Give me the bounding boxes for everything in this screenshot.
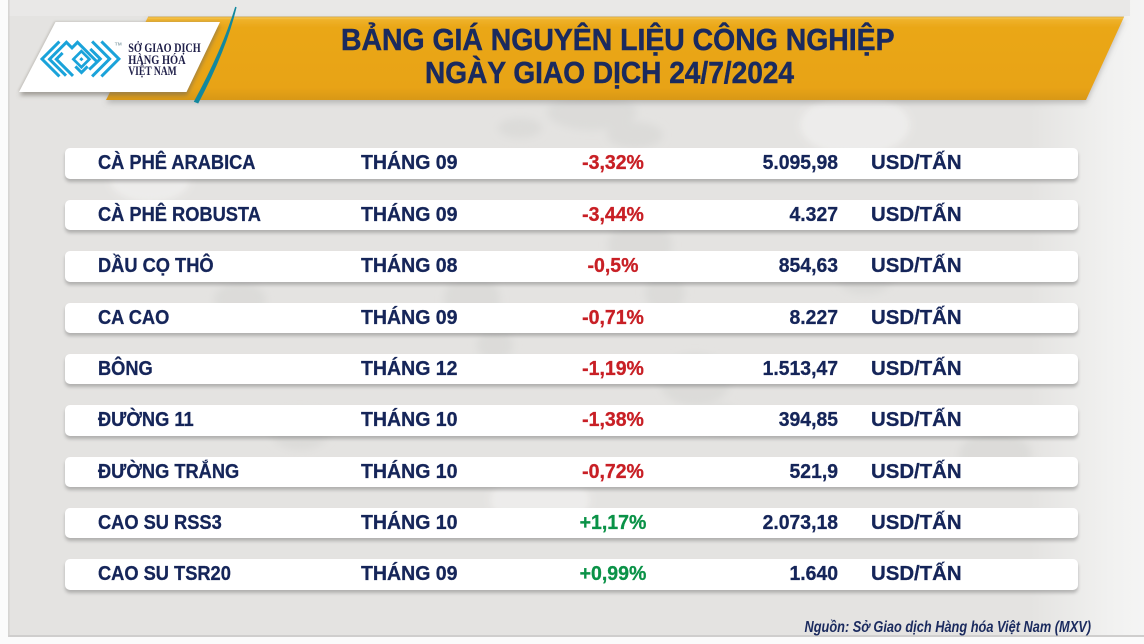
svg-text:SỞ GIAO DỊCH: SỞ GIAO DỊCH [128,40,201,55]
svg-text:HÀNG HÓA: HÀNG HÓA [128,52,186,67]
svg-text:TM: TM [115,42,122,48]
svg-text:VIỆT NAM: VIỆT NAM [128,64,177,79]
